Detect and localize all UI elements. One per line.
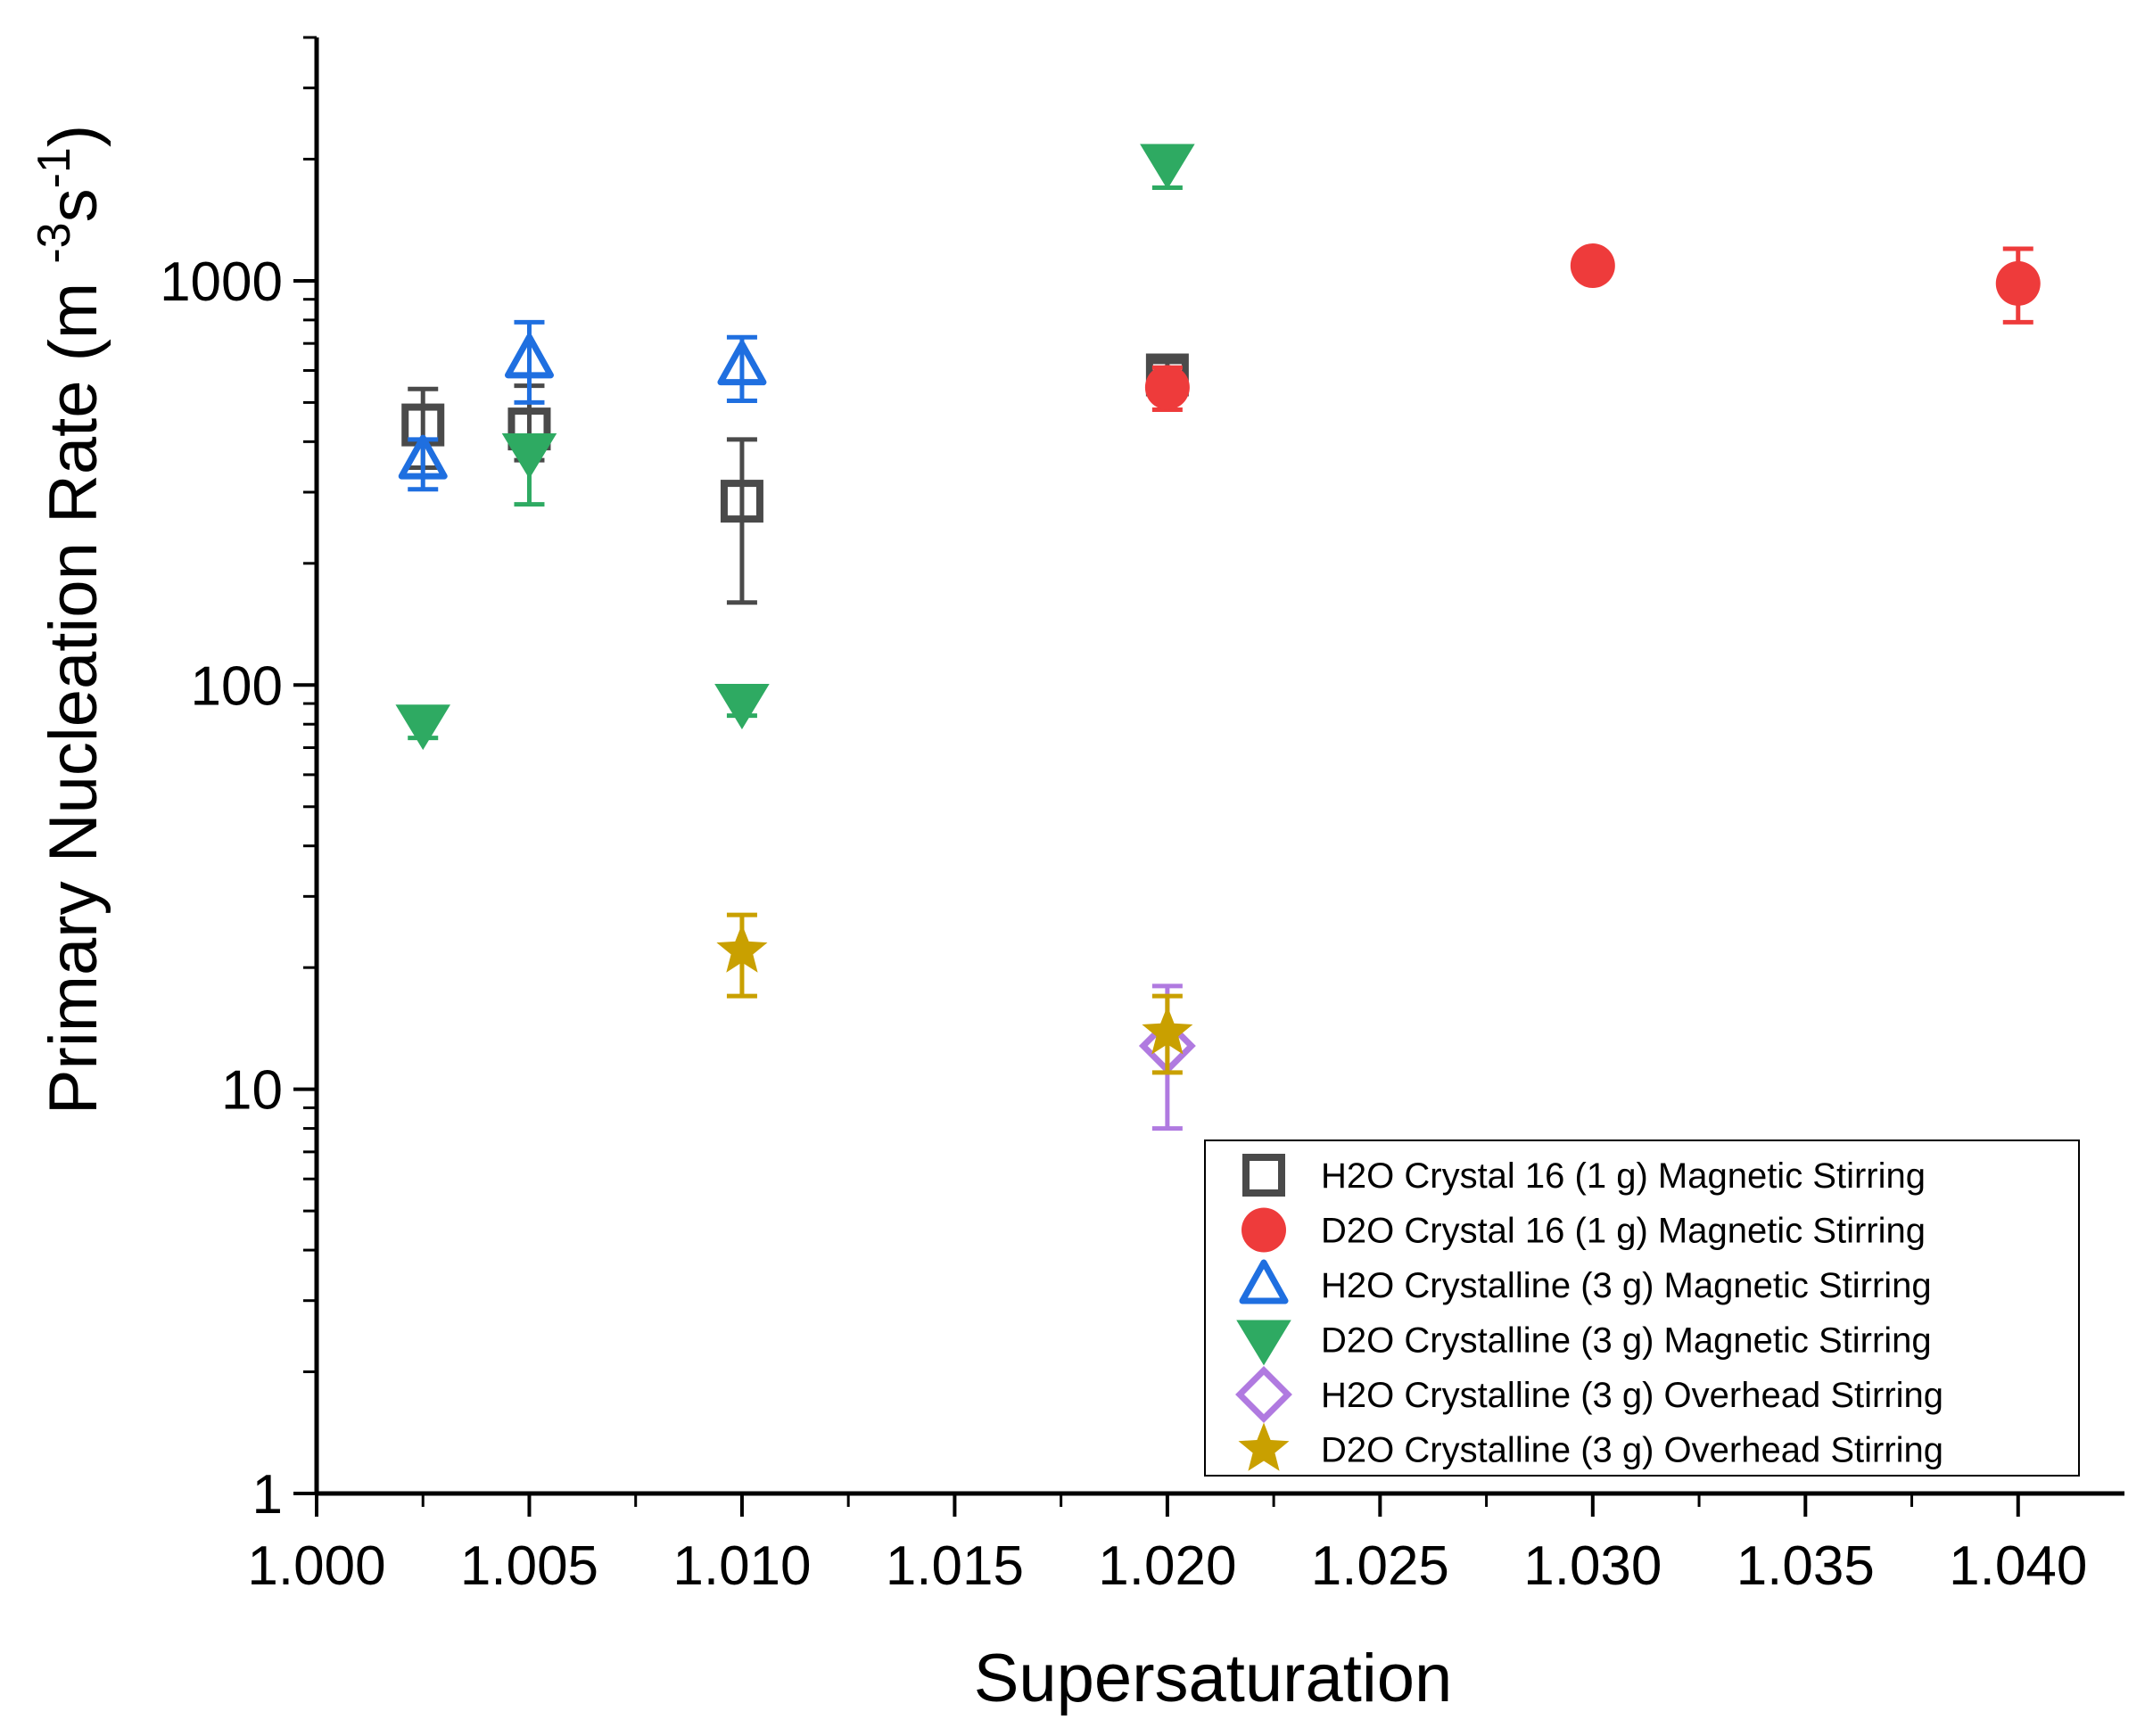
series-3 xyxy=(398,319,767,492)
data-point xyxy=(716,924,768,973)
legend-marker xyxy=(1238,1422,1290,1471)
series-4 xyxy=(395,144,1195,751)
legend-entry-label: H2O Crystalline (3 g) Magnetic Stirring xyxy=(1321,1266,1932,1305)
y-axis-label-sup2: -1 xyxy=(29,147,80,188)
data-point xyxy=(1140,144,1195,190)
y-axis-label-sup1: -3 xyxy=(29,222,80,263)
legend-entry-label: D2O Crystal 16 (1 g) Magnetic Stirring xyxy=(1321,1212,1926,1251)
data-point xyxy=(1995,260,2041,306)
tick-labels: 1.000 1.005 1.010 1.015 1.020 1.025 1.030 1.035… xyxy=(160,251,2087,1597)
series-2 xyxy=(1144,243,2041,412)
legend-entry-label: D2O Crystalline (3 g) Magnetic Stirring xyxy=(1321,1321,1932,1361)
x-tick-label: 1.020 xyxy=(1098,1535,1236,1597)
data-point xyxy=(1144,365,1190,410)
y-tick-label: 100 xyxy=(191,655,283,717)
data-point xyxy=(717,341,767,386)
legend-entry-label: H2O Crystal 16 (1 g) Magnetic Stirring xyxy=(1321,1156,1926,1196)
legend-marker xyxy=(1236,1320,1291,1366)
legend-marker xyxy=(1241,1207,1286,1253)
legend-entry-label: H2O Crystalline (3 g) Overhead Stirring xyxy=(1321,1376,1943,1415)
y-tick-label: 10 xyxy=(221,1060,283,1122)
legend-marker xyxy=(1235,1366,1292,1423)
x-tick-label: 1.010 xyxy=(672,1535,811,1597)
legend-marker xyxy=(1239,1259,1289,1304)
x-tick-label: 1.040 xyxy=(1949,1535,2087,1597)
x-tick-label: 1.000 xyxy=(247,1535,385,1597)
x-tick-label: 1.025 xyxy=(1311,1535,1449,1597)
y-axis-label: Primary Nucleation Rate (m -3s-1) xyxy=(29,125,111,1115)
data-series xyxy=(395,144,2041,1131)
y-tick-label: 1000 xyxy=(160,251,283,313)
data-point xyxy=(1570,243,1615,288)
series-1 xyxy=(401,353,1189,605)
data-point xyxy=(501,433,557,479)
data-point xyxy=(504,333,554,379)
series-6 xyxy=(716,912,1193,1075)
legend: H2O Crystal 16 (1 g) Magnetic Stirring D2… xyxy=(1204,1140,2080,1477)
data-point xyxy=(1142,1006,1193,1055)
data-point xyxy=(398,434,448,480)
x-tick-label: 1.005 xyxy=(460,1535,598,1597)
x-tick-label: 1.030 xyxy=(1523,1535,1662,1597)
y-axis-label-end: ) xyxy=(36,125,111,147)
y-axis-label-mid: s xyxy=(36,188,111,222)
y-axis-label-main: Primary Nucleation Rate (m xyxy=(36,264,111,1115)
x-tick-label: 1.035 xyxy=(1736,1535,1875,1597)
data-point xyxy=(714,684,770,729)
data-point xyxy=(720,480,763,523)
legend-marker xyxy=(1242,1154,1285,1197)
x-tick-label: 1.015 xyxy=(886,1535,1024,1597)
data-point xyxy=(395,704,451,751)
tick-marks xyxy=(293,36,2020,1517)
legend-entry-label: D2O Crystalline (3 g) Overhead Stirring xyxy=(1321,1431,1943,1470)
legend-box xyxy=(1204,1140,2080,1477)
x-axis-label: Supersaturation xyxy=(974,1641,1453,1716)
y-tick-label: 1 xyxy=(252,1464,283,1526)
